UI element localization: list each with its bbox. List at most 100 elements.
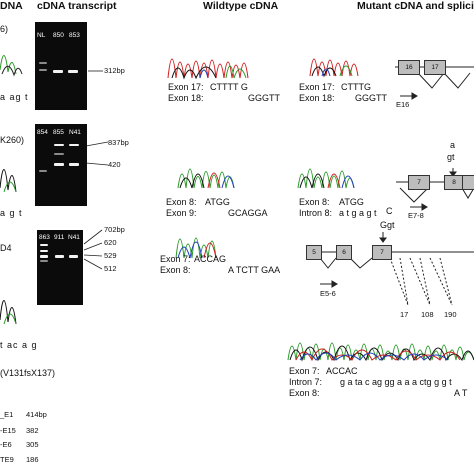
wt-seq-a: ATGG <box>205 197 230 207</box>
header-dna: DNA <box>0 0 23 12</box>
gel-band <box>69 144 79 146</box>
splice-site-label: 190 <box>444 310 457 319</box>
mutation-base-label: a <box>450 140 456 150</box>
mut-intron-label: Intron 8: <box>299 208 333 218</box>
bottom-seq-b: A T <box>454 388 468 398</box>
gel-band <box>54 144 64 146</box>
gel-band <box>68 70 78 73</box>
gel-lane-label: 911 <box>54 234 65 241</box>
gel-lane-label: 863 <box>39 234 50 241</box>
splice-site-label: 108 <box>421 310 434 319</box>
band-size-label: 312bp <box>104 66 125 75</box>
chromatogram-left-row1 <box>0 55 23 77</box>
mutation-ggt-label: Ggt <box>380 220 395 230</box>
bottom-seq-a: ACCAC <box>326 366 358 376</box>
gel-band <box>69 255 78 258</box>
chromatogram-wt-row2 <box>177 168 235 189</box>
gel-band <box>69 163 79 166</box>
exon-box: 7 <box>408 175 430 190</box>
wt-seq-a: CTTTT G <box>210 82 248 92</box>
wt-exon-b-label: Exon 18: <box>168 93 204 103</box>
primer-label: E7-8 <box>408 211 424 220</box>
wt-seq-b: A TCTT GAA <box>228 265 281 275</box>
exon-box: 7 <box>372 245 392 260</box>
gel-band <box>39 62 47 64</box>
primer-name: _E1 <box>0 410 14 419</box>
chromatogram-left-row2 <box>0 169 17 193</box>
mut-seq-a: CTTTG <box>341 82 371 92</box>
exon-box: 6 <box>336 245 352 260</box>
bottom-intron-label: Intron 7: <box>289 377 323 387</box>
splice-site-label: 17 <box>400 310 409 319</box>
gel-lane-label: N41 <box>68 234 80 241</box>
gel-band <box>40 255 48 258</box>
primer-name: -E6 <box>0 440 12 449</box>
primer-name: -E15 <box>0 426 16 435</box>
row1-left-seq: a ag t <box>0 92 29 102</box>
chromatogram-mut-row1 <box>309 58 359 78</box>
header-mutant-cdna: Mutant cDNA and splicing p <box>357 0 474 12</box>
band-size-label: 529 <box>104 251 117 260</box>
mut-exon-a-label: Exon 17: <box>299 82 335 92</box>
band-size-label: 420 <box>108 160 121 169</box>
header-wildtype-cdna: Wildtype cDNA <box>203 0 279 12</box>
gel-band <box>54 163 64 166</box>
gel-lane-label: NL <box>37 32 46 39</box>
wt-seq-b: GGGTT <box>248 93 280 103</box>
gel-band <box>40 244 48 246</box>
mut-seq-b: a t g a g t <box>339 208 377 218</box>
row3-left-seq: t ac a g <box>0 340 38 350</box>
gel-lane-label: N41 <box>69 129 81 136</box>
gel-lane-label: 854 <box>37 129 48 136</box>
wt-exon-b-label: Exon 9: <box>166 208 197 218</box>
band-size-label: 620 <box>104 238 117 247</box>
row1-left-label: 6) <box>0 24 9 34</box>
wt-exon-a-label: Exon 17: <box>168 82 204 92</box>
mut-exon-b-label: Exon 18: <box>299 93 335 103</box>
primer-label: E5-6 <box>320 289 336 298</box>
gel-lane-label: 853 <box>69 32 80 39</box>
exon-box: 5 <box>306 245 322 260</box>
wt-exon-a-label: Exon 8: <box>166 197 197 207</box>
wt-seq-a: ACCAG <box>194 254 227 264</box>
mutation-note: (V131fsX137) <box>0 368 56 378</box>
gel-band <box>40 260 48 262</box>
wt-exon-a-label: Exon 7: <box>160 254 191 264</box>
gel-lane-label: 855 <box>53 129 64 136</box>
primer-name: TE9 <box>0 455 14 464</box>
gel-band <box>40 250 48 252</box>
exon-box: 16 <box>398 60 420 75</box>
bottom-intron-seq: g a ta c ag gg a a a ctg g g t <box>340 377 452 387</box>
primer-size: 382 <box>26 426 39 435</box>
gel-lane-label: 850 <box>53 32 64 39</box>
gel-image-row2: 854 855 N41 <box>35 124 87 206</box>
band-size-label: 702bp <box>104 225 125 234</box>
row2-left-seq: a g t <box>0 208 23 218</box>
exon-box: 8 <box>444 175 464 190</box>
gel-band <box>53 70 63 73</box>
band-size-label: 837bp <box>108 138 129 147</box>
mutation-gt-label: gt <box>447 152 455 162</box>
gel-band <box>39 69 47 71</box>
gel-image-row1: NL 850 853 <box>35 22 87 110</box>
gel-image-row3: 863 911 N41 <box>37 230 83 305</box>
bottom-exon-a-label: Exon 7: <box>289 366 320 376</box>
primer-label: E16 <box>396 100 410 109</box>
band-size-label: 512 <box>104 264 117 273</box>
chromatogram-wt-row1 <box>167 58 249 80</box>
splicing-diagram-row1 <box>395 66 474 100</box>
gel-band <box>54 153 64 155</box>
mut-seq-b: GGGTT <box>355 93 387 103</box>
mut-seq-a: ATGG <box>339 197 364 207</box>
primer-size: 186 <box>26 455 39 464</box>
chromatogram-mut-row2 <box>297 168 355 189</box>
splicing-diagram-row3 <box>319 232 474 306</box>
bottom-exon-b-label: Exon 8: <box>289 388 320 398</box>
gel-band <box>55 255 64 258</box>
primer-size: 414bp <box>26 410 47 419</box>
header-cdna-transcript: cDNA transcript <box>37 0 117 12</box>
chromatogram-left-row3 <box>0 300 17 325</box>
row2-left-label: K260) <box>0 135 25 145</box>
primer-size: 305 <box>26 440 39 449</box>
